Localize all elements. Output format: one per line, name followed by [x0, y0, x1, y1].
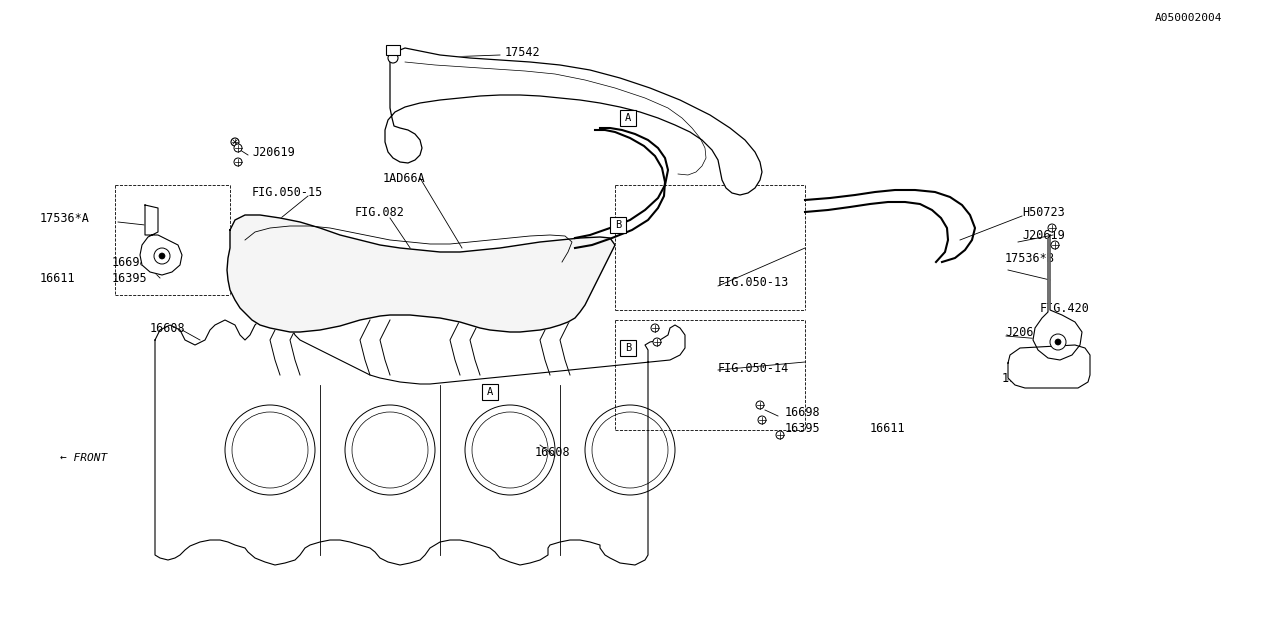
Text: 16698: 16698 — [785, 406, 820, 419]
Text: FIG.050-13: FIG.050-13 — [718, 275, 790, 289]
Text: 16611: 16611 — [40, 271, 76, 285]
Circle shape — [776, 431, 785, 439]
Circle shape — [1050, 334, 1066, 350]
Bar — [483, 384, 498, 400]
Text: B: B — [614, 220, 621, 230]
Text: 16698: 16698 — [113, 255, 147, 269]
Text: 16395: 16395 — [113, 271, 147, 285]
Bar — [387, 45, 401, 55]
Text: 1AD66A: 1AD66A — [383, 172, 426, 184]
Text: A050002004: A050002004 — [1155, 13, 1222, 23]
Text: B: B — [625, 343, 631, 353]
Text: 16608: 16608 — [535, 447, 571, 460]
Circle shape — [652, 324, 659, 332]
Text: 16611: 16611 — [870, 422, 906, 435]
Polygon shape — [385, 48, 762, 195]
Text: FIG.420: FIG.420 — [1039, 301, 1089, 314]
Text: 17536*A: 17536*A — [40, 211, 90, 225]
Circle shape — [653, 338, 660, 346]
Polygon shape — [1033, 235, 1082, 360]
Text: FIG.050-14: FIG.050-14 — [718, 362, 790, 374]
Circle shape — [159, 253, 165, 259]
Polygon shape — [1009, 345, 1091, 388]
Polygon shape — [227, 215, 614, 332]
Circle shape — [234, 144, 242, 152]
Bar — [620, 340, 636, 356]
Text: 16395: 16395 — [785, 422, 820, 435]
Circle shape — [756, 401, 764, 409]
Bar — [611, 217, 626, 233]
Text: ← FRONT: ← FRONT — [60, 453, 108, 463]
Text: A: A — [486, 387, 493, 397]
Text: 17542: 17542 — [506, 45, 540, 58]
Text: H50723: H50723 — [1021, 205, 1065, 218]
Text: 16608: 16608 — [150, 321, 186, 335]
Text: FIG.082: FIG.082 — [355, 205, 404, 218]
Circle shape — [1051, 241, 1059, 249]
Text: 17536*B: 17536*B — [1005, 252, 1055, 264]
Circle shape — [388, 53, 398, 63]
Text: 17536*A: 17536*A — [1002, 371, 1052, 385]
Text: FIG.050-15: FIG.050-15 — [252, 186, 324, 198]
Text: J20619: J20619 — [1021, 228, 1065, 241]
Polygon shape — [155, 310, 685, 565]
Circle shape — [758, 416, 765, 424]
Circle shape — [1055, 339, 1061, 345]
Text: J20619: J20619 — [1005, 326, 1048, 339]
Circle shape — [154, 248, 170, 264]
Circle shape — [1048, 224, 1056, 232]
Bar — [620, 110, 636, 126]
Text: A: A — [625, 113, 631, 123]
Polygon shape — [140, 205, 182, 275]
Circle shape — [230, 138, 239, 146]
Circle shape — [234, 158, 242, 166]
Text: J20619: J20619 — [252, 145, 294, 159]
